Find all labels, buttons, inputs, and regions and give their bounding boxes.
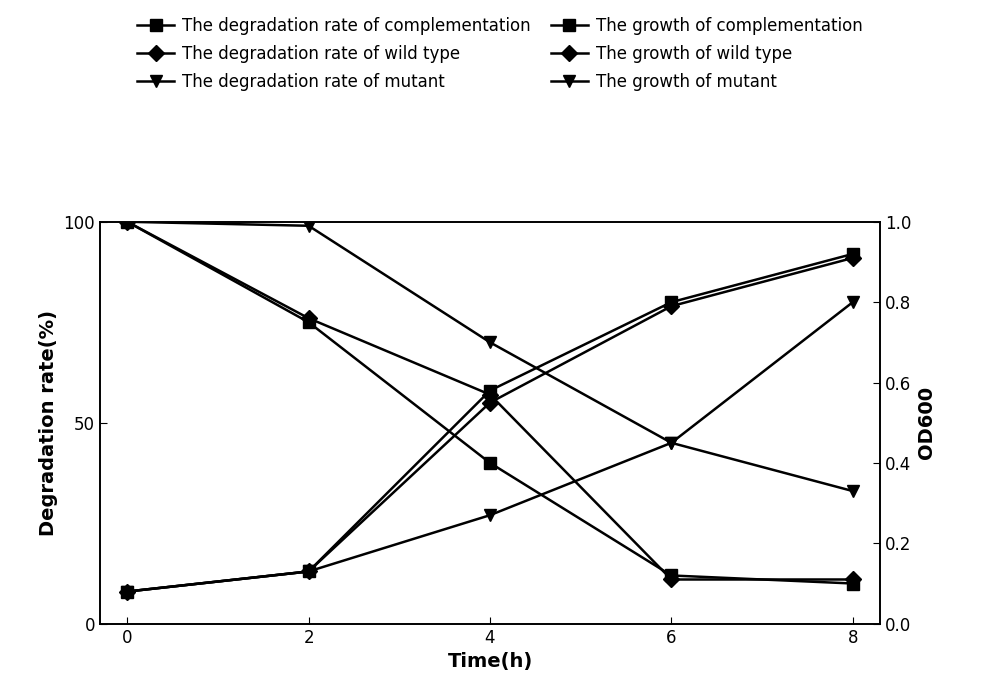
The degradation rate of wild type <box>847 575 859 584</box>
The degradation rate of complementation <box>665 571 677 579</box>
The growth of mutant <box>121 588 133 596</box>
The growth of complementation <box>847 249 859 258</box>
The degradation rate of complementation <box>847 579 859 588</box>
The growth of complementation <box>665 298 677 306</box>
Y-axis label: Degradation rate(%): Degradation rate(%) <box>39 310 58 536</box>
The growth of mutant <box>665 439 677 447</box>
The growth of mutant <box>484 511 496 519</box>
The growth of wild type <box>665 302 677 310</box>
Line: The growth of complementation: The growth of complementation <box>122 248 858 597</box>
The degradation rate of wild type <box>121 218 133 226</box>
Line: The degradation rate of mutant: The degradation rate of mutant <box>122 216 858 497</box>
The growth of wild type <box>847 254 859 262</box>
The growth of mutant <box>303 568 315 576</box>
The degradation rate of complementation <box>121 218 133 226</box>
The growth of complementation <box>303 568 315 576</box>
The degradation rate of wild type <box>665 575 677 584</box>
The degradation rate of mutant <box>484 338 496 346</box>
X-axis label: Time(h): Time(h) <box>447 652 533 671</box>
The growth of wild type <box>121 588 133 596</box>
The degradation rate of complementation <box>484 459 496 467</box>
The degradation rate of mutant <box>303 222 315 230</box>
Line: The degradation rate of complementation: The degradation rate of complementation <box>122 216 858 589</box>
The growth of complementation <box>484 387 496 395</box>
The growth of complementation <box>121 588 133 596</box>
The degradation rate of mutant <box>121 218 133 226</box>
The degradation rate of complementation <box>303 318 315 326</box>
Line: The growth of wild type: The growth of wild type <box>122 252 858 597</box>
Line: The growth of mutant: The growth of mutant <box>122 297 858 597</box>
The degradation rate of mutant <box>665 439 677 447</box>
The growth of mutant <box>847 298 859 306</box>
The degradation rate of wild type <box>303 314 315 322</box>
Y-axis label: OD600: OD600 <box>917 386 936 459</box>
The degradation rate of mutant <box>847 487 859 495</box>
The growth of wild type <box>484 398 496 407</box>
Line: The degradation rate of wild type: The degradation rate of wild type <box>122 216 858 585</box>
The growth of wild type <box>303 568 315 576</box>
Legend: The degradation rate of complementation, The degradation rate of wild type, The : The degradation rate of complementation,… <box>129 8 871 99</box>
The degradation rate of wild type <box>484 390 496 398</box>
